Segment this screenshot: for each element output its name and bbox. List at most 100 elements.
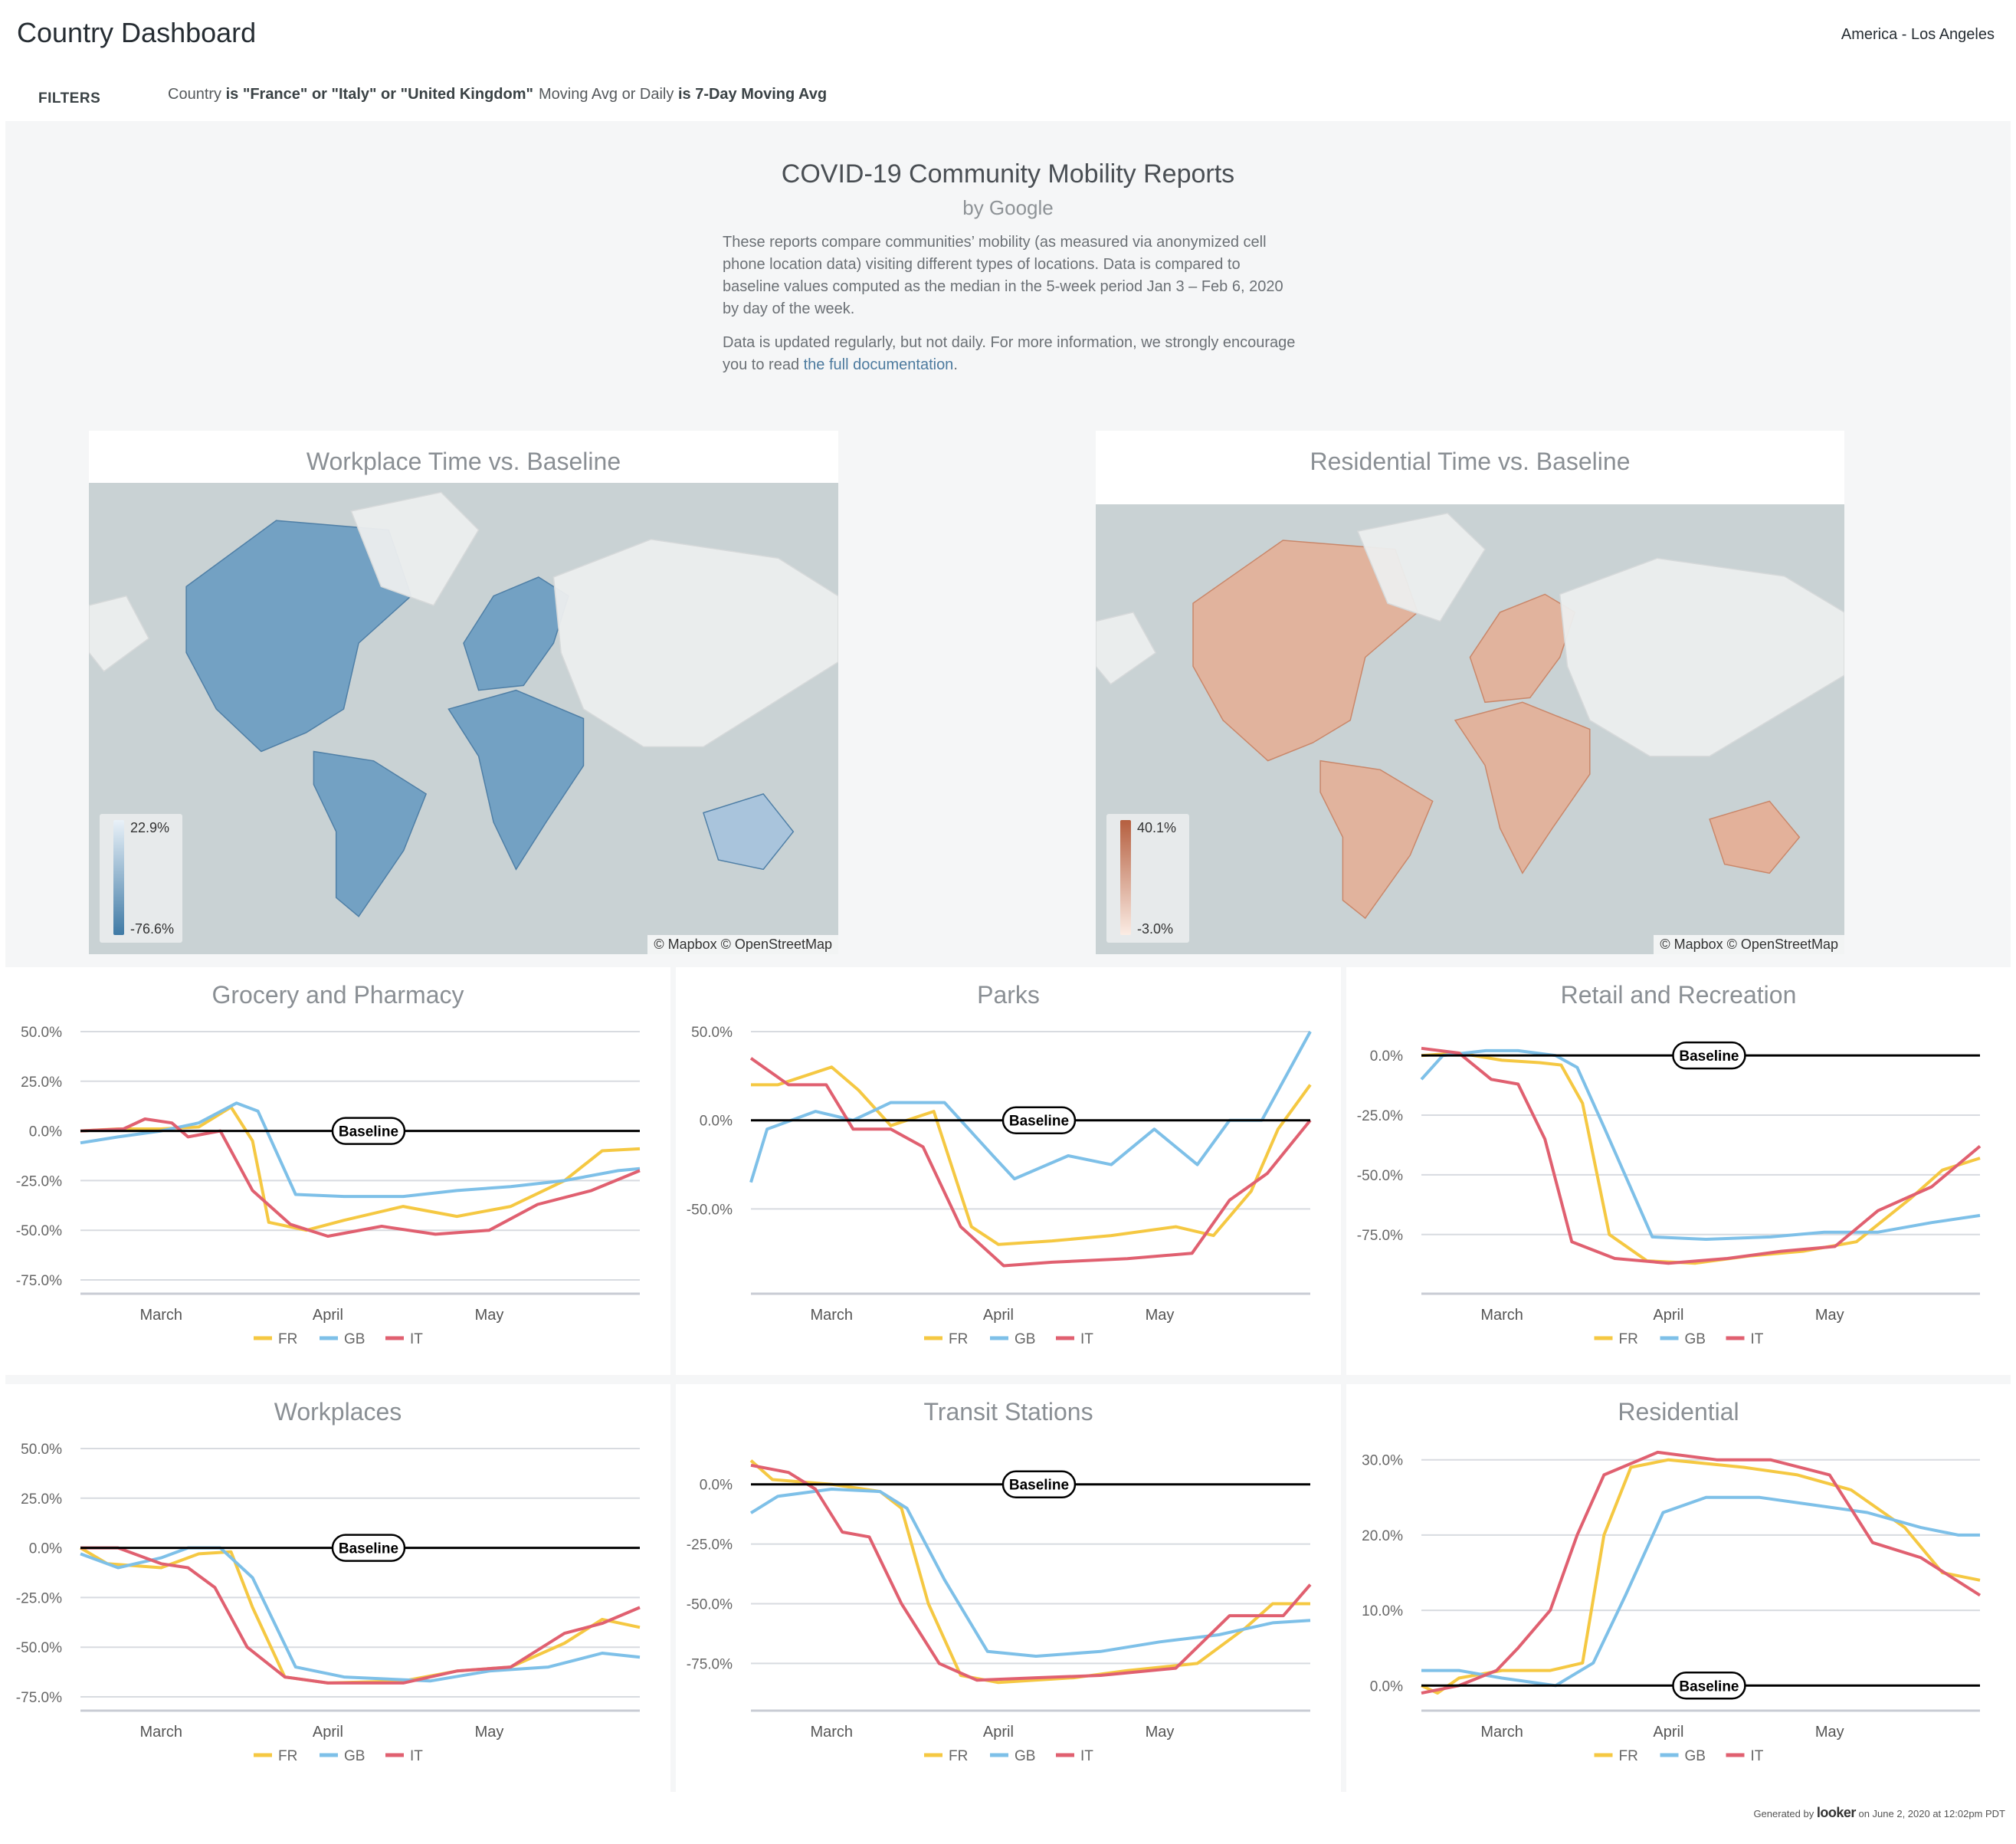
legend-label-gb[interactable]: GB: [1015, 1748, 1035, 1764]
map-region-westEdge[interactable]: [89, 595, 150, 673]
x-tick-label: May: [1815, 1307, 1844, 1324]
legend-max-label: 22.9%: [130, 820, 170, 835]
series-line-gb[interactable]: [80, 1546, 641, 1683]
filter-country[interactable]: Country is "France" or "Italy" or "Unite…: [168, 86, 533, 103]
line-chart[interactable]: 30.0% 20.0% 10.0% 0.0% March April May Baseline…: [1346, 1384, 2011, 1792]
chart-title: Workplaces: [274, 1398, 402, 1426]
legend-label-gb[interactable]: GB: [1015, 1331, 1035, 1347]
world-map-graphic: [1096, 512, 1844, 920]
baseline-badge: [1001, 1470, 1077, 1498]
legend-label-fr[interactable]: FR: [1619, 1748, 1638, 1764]
legend-label-fr[interactable]: FR: [1619, 1331, 1638, 1347]
map-region-greenland[interactable]: [350, 491, 480, 606]
filter-field-label: Moving Avg or Daily: [539, 86, 674, 103]
map-legend: 22.9% -76.6%: [100, 814, 182, 943]
y-tick-label: 50.0%: [21, 1025, 62, 1041]
legend-label-it[interactable]: IT: [1080, 1331, 1093, 1347]
map-region-northAmerica[interactable]: [1192, 540, 1418, 762]
series-line-fr[interactable]: [751, 1065, 1312, 1246]
legend-min-label: -76.6%: [130, 921, 175, 937]
x-tick-label: March: [810, 1724, 853, 1741]
filter-moving-avg[interactable]: Moving Avg or Daily is 7-Day Moving Avg: [539, 86, 827, 103]
footer-generated: Generated by looker on June 2, 2020 at 1…: [1753, 1805, 2005, 1821]
x-tick-label: May: [475, 1307, 504, 1324]
map-region-southAmerica[interactable]: [1319, 760, 1434, 920]
map-region-greenland[interactable]: [1356, 512, 1486, 622]
line-chart[interactable]: 50.0% 0.0% -50.0% March April May Baseline FR GB…: [676, 967, 1341, 1375]
line-chart[interactable]: 0.0% -25.0% -50.0% -75.0% March April May Basel…: [1346, 967, 2011, 1375]
map-region-africa[interactable]: [1454, 701, 1591, 874]
legend-gradient: [113, 820, 124, 935]
y-tick-label: 25.0%: [21, 1075, 62, 1091]
map-attribution[interactable]: © Mapbox © OpenStreetMap: [647, 935, 838, 954]
map-region-westEdge[interactable]: [1096, 612, 1157, 685]
series-line-fr[interactable]: [79, 1546, 641, 1685]
x-tick-label: April: [983, 1724, 1014, 1741]
map-region-northAmerica[interactable]: [185, 520, 412, 753]
legend-label-fr[interactable]: FR: [949, 1331, 968, 1347]
series-line-gb[interactable]: [1421, 1495, 1980, 1688]
series-line-it[interactable]: [749, 1057, 1312, 1268]
map-legend: 40.1% -3.0%: [1106, 814, 1189, 943]
baseline-badge: [1672, 1672, 1746, 1700]
legend-label-it[interactable]: IT: [1080, 1748, 1093, 1764]
series-line-it[interactable]: [80, 1546, 641, 1685]
map-title: Workplace Time vs. Baseline: [306, 448, 621, 475]
series-line-it[interactable]: [80, 1117, 641, 1238]
series-line-fr[interactable]: [1421, 1458, 1981, 1695]
legend-label-it[interactable]: IT: [410, 1331, 423, 1347]
y-tick-label: -75.0%: [16, 1273, 62, 1289]
legend-label-it[interactable]: IT: [1751, 1331, 1764, 1347]
series-line-it[interactable]: [1421, 1046, 1982, 1265]
series-line-gb[interactable]: [749, 1488, 1311, 1658]
map-region-europe[interactable]: [463, 576, 569, 691]
x-tick-label: March: [810, 1307, 853, 1324]
map-tile-residential: Residential Time vs. Baseline 40.1% -3.0…: [1096, 431, 1844, 954]
documentation-link[interactable]: the full documentation: [803, 356, 954, 373]
intro-note-end: .: [953, 356, 958, 373]
legend-label-fr[interactable]: FR: [949, 1748, 968, 1764]
legend-label-gb[interactable]: GB: [1685, 1331, 1706, 1347]
map-region-europe[interactable]: [1469, 593, 1576, 704]
chart-title: Grocery and Pharmacy: [211, 981, 464, 1009]
y-tick-label: 0.0%: [1370, 1048, 1403, 1065]
map-region-asia[interactable]: [552, 539, 838, 748]
map-region-asia[interactable]: [1559, 557, 1844, 757]
timezone-selector[interactable]: America - Los Angeles: [1841, 26, 1995, 43]
legend-label-fr[interactable]: FR: [278, 1748, 297, 1764]
y-tick-label: 0.0%: [700, 1478, 733, 1494]
x-tick-label: March: [1480, 1307, 1523, 1324]
legend-label-gb[interactable]: GB: [344, 1748, 365, 1764]
world-map[interactable]: 22.9% -76.6% © Mapbox © OpenStreetMap: [89, 483, 838, 954]
map-region-southAmerica[interactable]: [313, 750, 428, 917]
legend-label-gb[interactable]: GB: [1685, 1748, 1706, 1764]
legend-label-it[interactable]: IT: [410, 1748, 423, 1764]
line-chart[interactable]: 50.0% 25.0% 0.0% -25.0% -50.0% -75.0% March Apr…: [5, 967, 670, 1375]
series-line-gb[interactable]: [1420, 1048, 1981, 1241]
legend-label-it[interactable]: IT: [1751, 1748, 1764, 1764]
x-tick-label: April: [1653, 1724, 1683, 1741]
series-line-fr[interactable]: [1421, 1052, 1981, 1265]
legend-label-fr[interactable]: FR: [278, 1331, 297, 1347]
filters-toggle[interactable]: FILTERS: [38, 90, 101, 107]
line-chart[interactable]: 0.0% -25.0% -50.0% -75.0% March April May Basel…: [676, 1384, 1341, 1792]
y-tick-label: -75.0%: [687, 1656, 733, 1672]
series-line-gb[interactable]: [749, 1031, 1312, 1183]
series-line-it[interactable]: [750, 1463, 1312, 1682]
map-region-australia-shaded[interactable]: [703, 793, 795, 871]
baseline-label: Baseline: [1679, 1048, 1739, 1065]
baseline-badge: [331, 1117, 406, 1145]
x-tick-label: April: [1653, 1307, 1683, 1324]
chart-title: Transit Stations: [923, 1398, 1093, 1426]
x-tick-label: April: [313, 1724, 343, 1741]
world-map[interactable]: 40.1% -3.0% © Mapbox © OpenStreetMap: [1096, 504, 1844, 954]
series-line-gb[interactable]: [80, 1101, 641, 1199]
line-chart[interactable]: 50.0% 25.0% 0.0% -25.0% -50.0% -75.0% March Apr…: [5, 1384, 670, 1792]
map-attribution[interactable]: © Mapbox © OpenStreetMap: [1654, 935, 1844, 954]
map-region-australia-shaded[interactable]: [1709, 800, 1801, 874]
map-region-africa[interactable]: [447, 689, 585, 871]
legend-label-gb[interactable]: GB: [344, 1331, 365, 1347]
y-tick-label: 20.0%: [1362, 1528, 1403, 1544]
series-line-it[interactable]: [1421, 1450, 1982, 1695]
y-tick-label: -50.0%: [687, 1597, 733, 1613]
